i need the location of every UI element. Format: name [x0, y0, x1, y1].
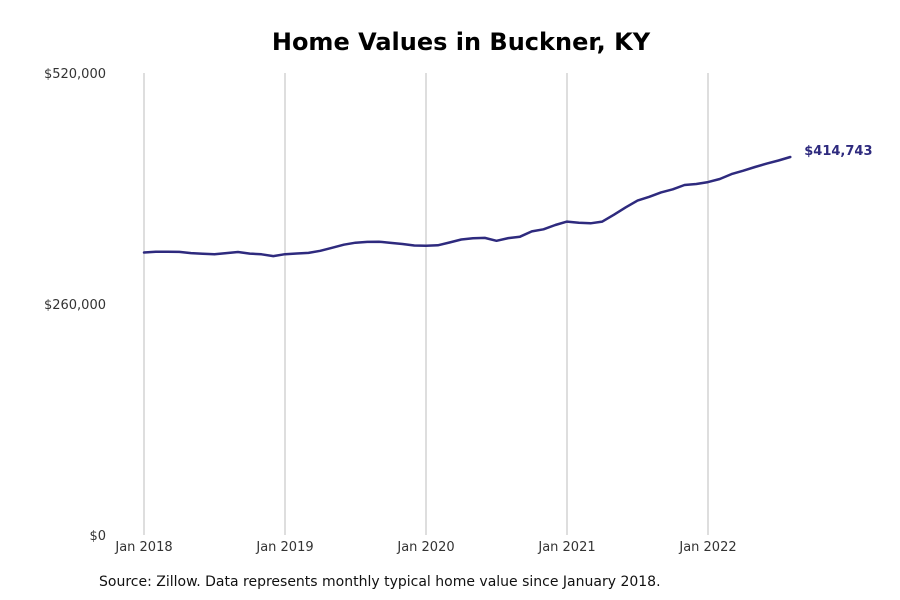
- x-tick-label: Jan 2019: [255, 540, 313, 555]
- gridlines: [143, 73, 709, 535]
- chart-title: Home Values in Buckner, KY: [271, 28, 651, 56]
- x-tick-label: Jan 2021: [537, 540, 595, 555]
- x-axis-ticks: Jan 2018 Jan 2019 Jan 2020 Jan 2021 Jan 2022: [114, 540, 736, 555]
- end-value-label: $414,743: [804, 144, 872, 159]
- y-tick-label: $260,000: [44, 298, 106, 313]
- y-tick-label: $520,000: [44, 67, 106, 82]
- x-tick-label: Jan 2020: [396, 540, 454, 555]
- x-tick-label: Jan 2018: [114, 540, 172, 555]
- x-tick-label: Jan 2022: [678, 540, 736, 555]
- series-layer: $414,743: [142, 144, 873, 258]
- source-note: Source: Zillow. Data represents monthly …: [99, 574, 661, 590]
- series-line: [142, 155, 792, 258]
- y-axis-ticks: $0 $260,000 $520,000: [44, 67, 106, 544]
- y-tick-label: $0: [89, 529, 106, 544]
